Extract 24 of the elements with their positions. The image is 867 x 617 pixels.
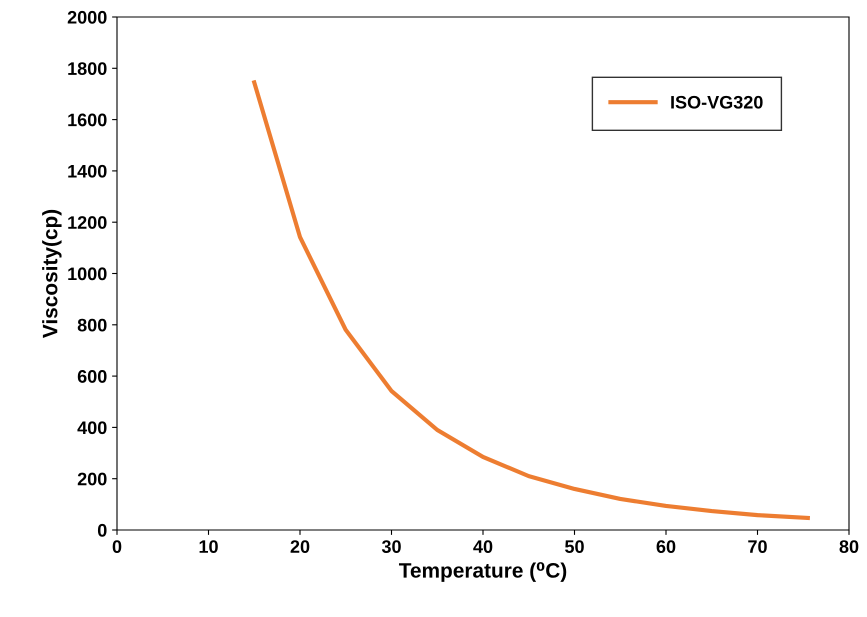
y-tick-label: 1800 — [68, 62, 107, 76]
x-tick-label: 40 — [473, 540, 492, 553]
y-tick-label: 600 — [78, 370, 107, 383]
legend-label: ISO-VG320 — [671, 96, 763, 109]
y-tick-label: 400 — [77, 421, 107, 434]
x-tick-label: 0 — [112, 540, 122, 553]
x-tick-label: 10 — [200, 540, 218, 553]
y-tick-label: 1600 — [68, 114, 107, 126]
x-axis-title: Temperature (⁰C) — [398, 562, 566, 582]
x-tick-label: 80 — [840, 540, 858, 553]
line-series — [252, 80, 810, 520]
y-tick-label: 2000 — [68, 10, 107, 24]
x-tick-label: 30 — [382, 540, 401, 554]
y-tick-label: 200 — [78, 472, 107, 486]
x-tick-label: 50 — [565, 540, 584, 553]
x-tick-label: 60 — [656, 540, 676, 553]
y-tick-label: 800 — [78, 318, 107, 332]
y-tick-label: 1200 — [68, 216, 107, 229]
x-tick-label: 70 — [748, 540, 767, 553]
y-tick-label: 1000 — [68, 267, 107, 280]
y-axis-title: Viscosity(cp) — [42, 210, 62, 338]
y-tick-label: 1400 — [68, 164, 107, 178]
x-tick-label: 20 — [290, 540, 310, 553]
y-tick-label: 0 — [98, 524, 107, 537]
